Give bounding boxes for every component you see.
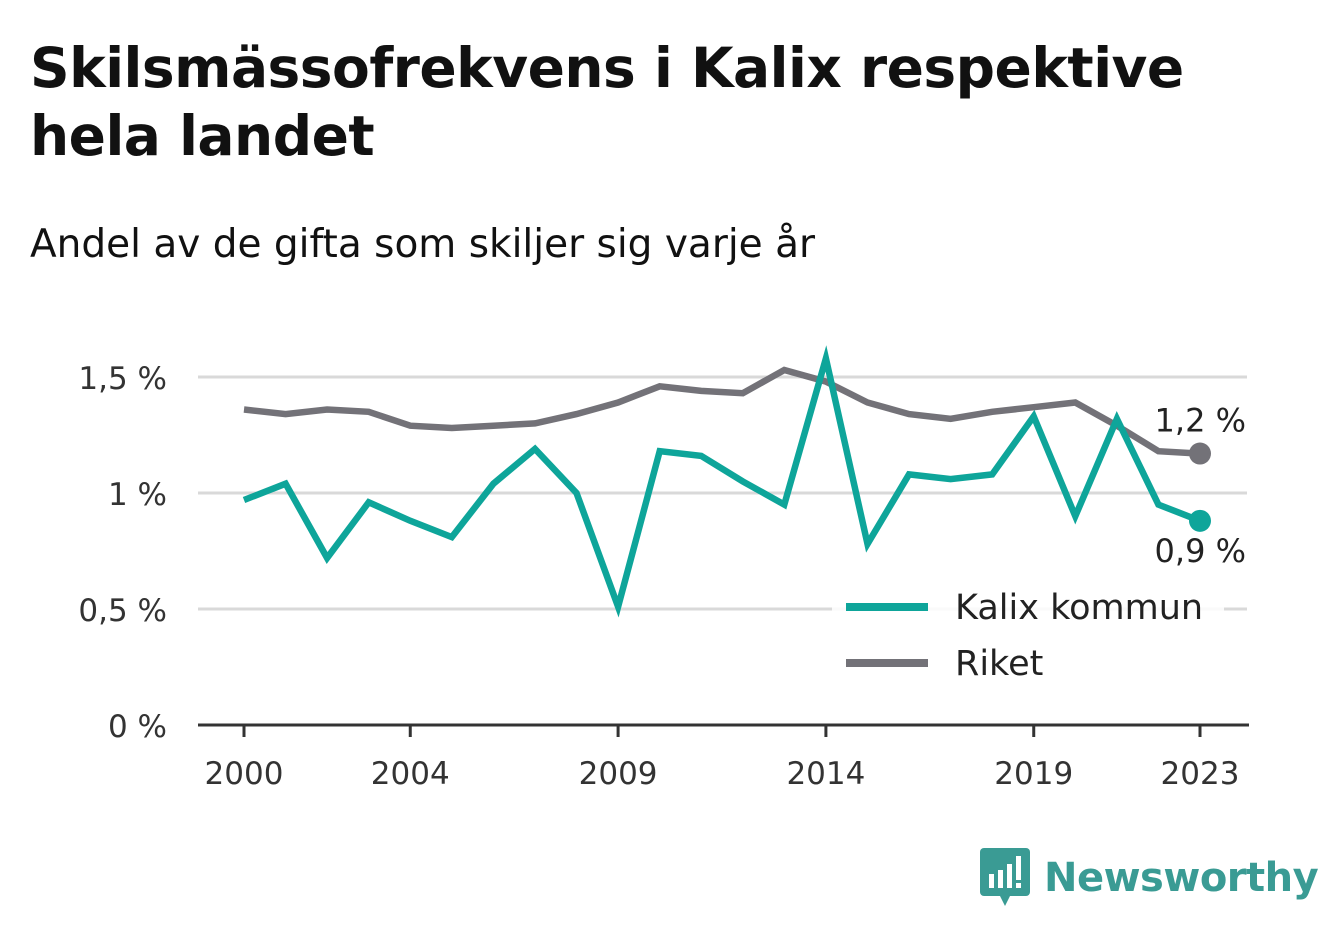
- brand-logo: Newsworthy: [980, 848, 1319, 908]
- y-tick-label: 1 %: [108, 477, 167, 513]
- x-tick-label: 2023: [1161, 756, 1240, 792]
- end-point-riket: [1189, 442, 1211, 465]
- end-label-riket: 1,2 %: [1155, 402, 1246, 440]
- x-tick-label: 2019: [994, 756, 1073, 792]
- legend-label-riket: Riket: [955, 644, 1043, 684]
- y-tick-label: 0 %: [108, 709, 167, 745]
- x-tick-label: 2009: [579, 756, 658, 792]
- x-tick-label: 2000: [205, 756, 284, 792]
- x-tick-label: 2004: [371, 756, 450, 792]
- series-lines: 1,2 % 0,9 %: [242, 345, 1246, 618]
- legend: Kalix kommun Riket: [832, 580, 1224, 692]
- series-line-kalix: [242, 345, 1202, 618]
- x-axis-tick-labels: 2000 2004 2009 2014 2019 2023: [205, 725, 1240, 792]
- chart-title: Skilsmässofrekvens i Kalix respektive he…: [30, 36, 1184, 168]
- y-axis-tick-labels: 0 % 0,5 % 1 % 1,5 %: [78, 361, 167, 745]
- end-label-kalix: 0,9 %: [1155, 532, 1246, 570]
- y-tick-label: 1,5 %: [78, 361, 167, 397]
- end-point-kalix: [1189, 509, 1211, 532]
- series-line-riket: [243, 366, 1201, 457]
- legend-label-kalix: Kalix kommun: [955, 588, 1203, 628]
- legend-background: [832, 580, 1224, 692]
- brand-name: Newsworthy: [1044, 855, 1319, 901]
- chart-subtitle: Andel av de gifta som skiljer sig varje …: [30, 222, 816, 267]
- y-tick-label: 0,5 %: [78, 593, 167, 629]
- newsworthy-logo-icon: [980, 848, 1030, 906]
- x-tick-label: 2014: [786, 756, 865, 792]
